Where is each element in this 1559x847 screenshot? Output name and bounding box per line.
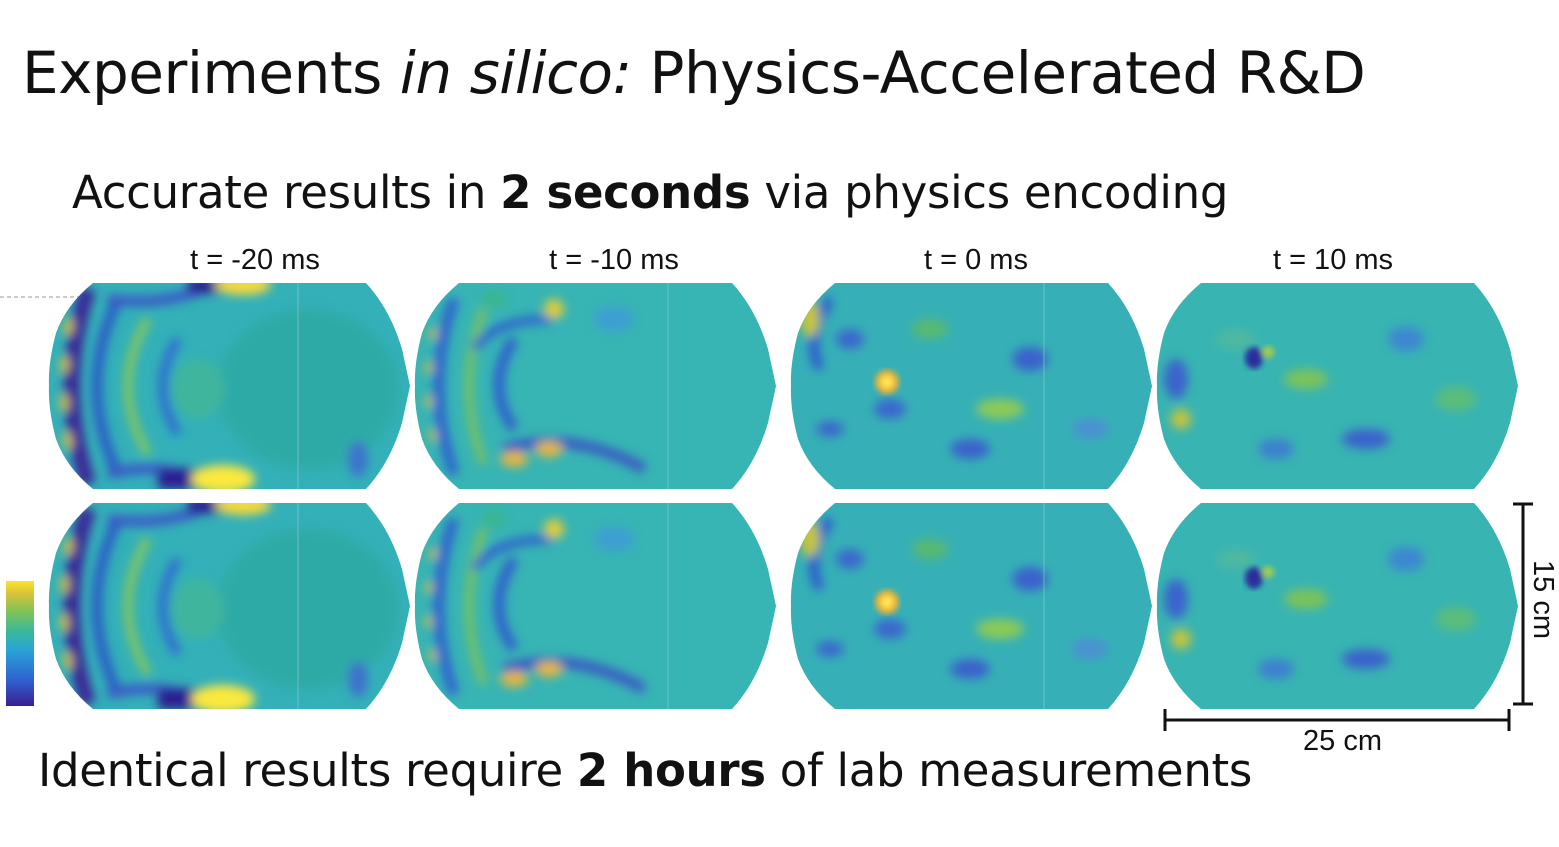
time-label-4: t = 10 ms [1272, 244, 1394, 276]
title-italic: in silico: [399, 39, 632, 107]
time-label-3: t = 0 ms [924, 244, 1028, 276]
vertical-scale-bar [1513, 502, 1533, 706]
subtitle-bold: 2 seconds [500, 166, 751, 219]
field-panel [1156, 499, 1520, 713]
title-suffix: Physics-Accelerated R&D [631, 39, 1366, 107]
field-panel [790, 499, 1154, 713]
slide-footer: Identical results require 2 hours of lab… [38, 748, 1252, 793]
field-panel [48, 279, 412, 493]
slide-subtitle: Accurate results in 2 seconds via physic… [72, 170, 1228, 215]
title-prefix: Experiments [22, 39, 400, 107]
field-panel [414, 279, 778, 493]
slide-title: Experiments in silico: Physics-Accelerat… [22, 44, 1366, 102]
footer-prefix: Identical results require [38, 744, 577, 797]
footer-bold: 2 hours [576, 744, 766, 797]
footer-suffix: of lab measurements [765, 744, 1253, 797]
horizontal-scale-label: 25 cm [1303, 725, 1382, 757]
subtitle-suffix: via physics encoding [750, 166, 1229, 219]
field-panel [790, 279, 1154, 493]
vertical-scale-label: 15 cm [1527, 560, 1559, 639]
field-panel [414, 499, 778, 713]
field-panel [1156, 279, 1520, 493]
field-panel [48, 499, 412, 713]
subtitle-prefix: Accurate results in [72, 166, 501, 219]
time-label-1: t = -20 ms [190, 244, 320, 276]
colorbar [6, 581, 34, 706]
time-label-2: t = -10 ms [549, 244, 679, 276]
horizontal-scale-bar [1163, 709, 1511, 731]
crop-artifact [0, 296, 80, 298]
